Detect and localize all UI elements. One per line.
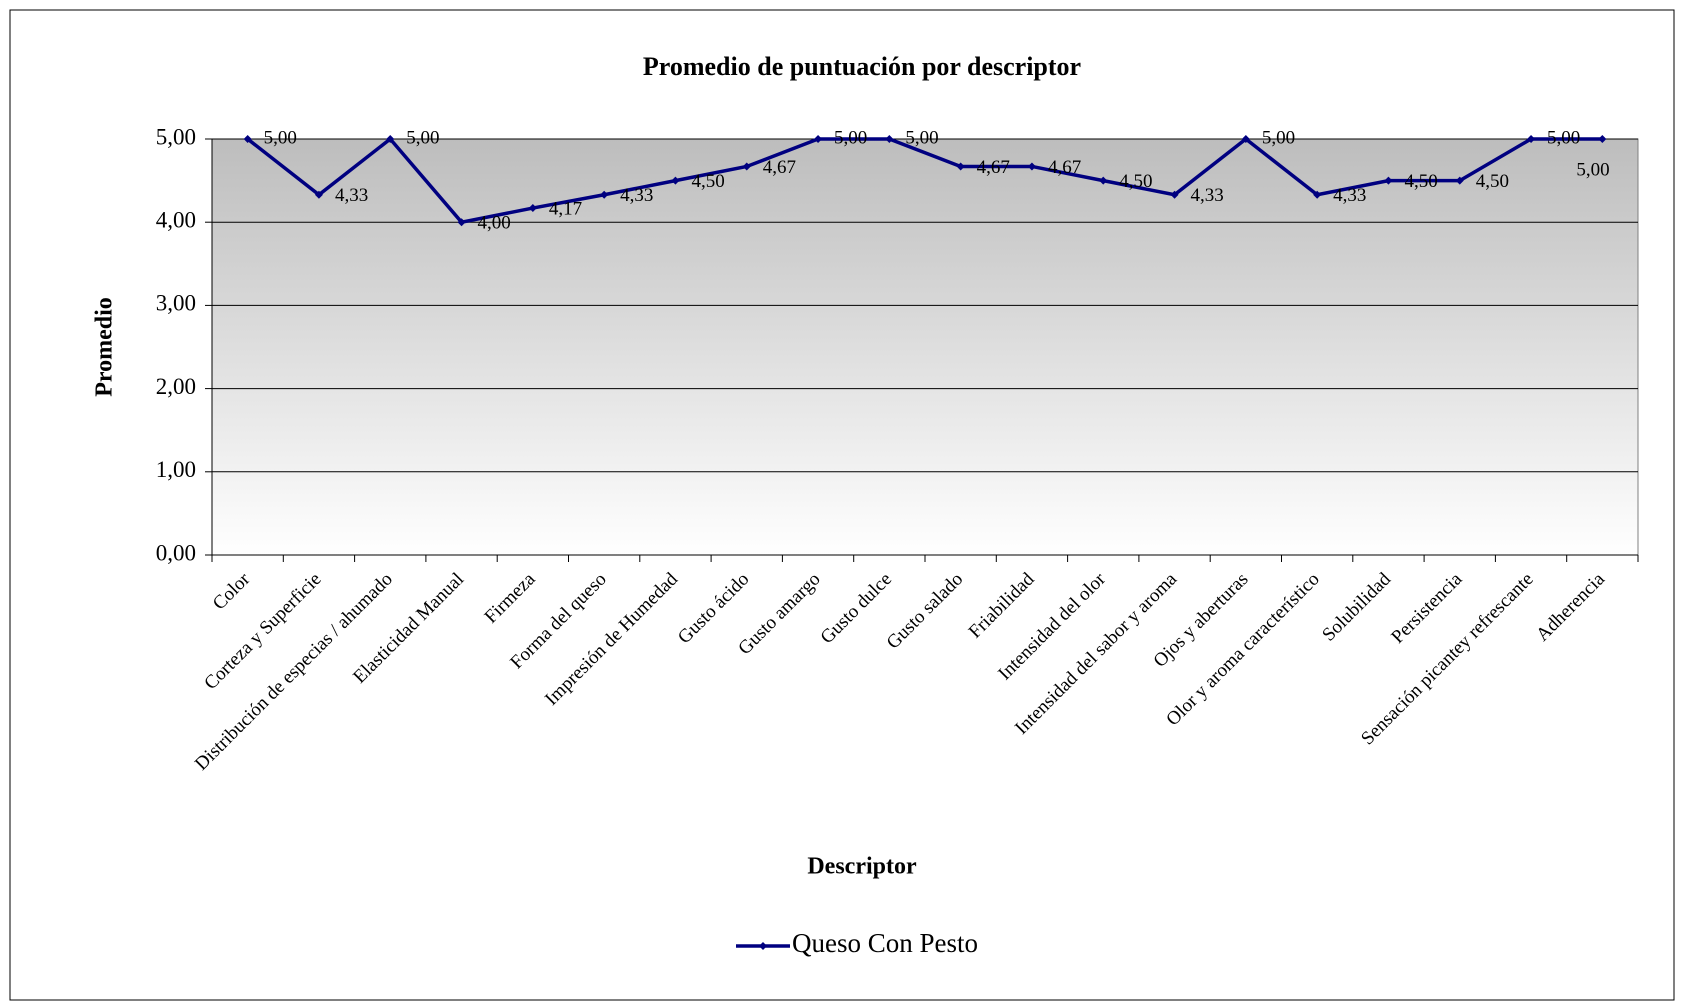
point (386, 135, 395, 143)
point (457, 218, 466, 227)
point (885, 135, 894, 143)
value-label: 4,17 (549, 198, 582, 219)
point (1455, 176, 1464, 185)
point (814, 135, 823, 143)
y-tick-label: 4,00 (156, 207, 196, 232)
value-label: 4,50 (691, 171, 724, 192)
value-label: 4,33 (335, 185, 368, 206)
point (671, 176, 680, 185)
value-label: 5,00 (1576, 159, 1609, 180)
point (314, 190, 323, 199)
value-label: 5,00 (834, 127, 867, 148)
value-label: 4,67 (763, 157, 796, 178)
value-label: 5,00 (1547, 127, 1580, 148)
y-tick-label: 3,00 (156, 291, 196, 316)
y-tick-label: 5,00 (156, 124, 196, 149)
value-label: 5,00 (1262, 127, 1295, 148)
point (742, 162, 751, 171)
y-tick-label: 0,00 (156, 540, 196, 565)
plot-area (211, 138, 1639, 556)
point (1313, 190, 1322, 199)
point (1170, 190, 1179, 199)
point (956, 162, 965, 171)
y-tick-label: 1,00 (156, 457, 196, 482)
value-label: 4,00 (478, 213, 511, 234)
point (1241, 135, 1250, 143)
chart-title: Promedio de puntuación por descriptor (643, 52, 1081, 81)
y-axis-title: Promedio (92, 297, 118, 397)
series-line (246, 136, 1603, 225)
point (600, 190, 609, 199)
point (1527, 135, 1536, 143)
value-label: 4,33 (1333, 185, 1366, 206)
value-label: 4,33 (1191, 185, 1224, 206)
value-label: 4,50 (1119, 171, 1152, 192)
value-label: 4,50 (1476, 171, 1509, 192)
point (243, 135, 252, 143)
point (528, 204, 537, 213)
value-label: 5,00 (905, 127, 938, 148)
y-tick-label: 2,00 (156, 374, 196, 399)
point (1598, 135, 1607, 143)
value-label: 4,33 (620, 185, 653, 206)
value-label: 4,67 (977, 157, 1010, 178)
point (1027, 162, 1036, 171)
x-axis-title: Descriptor (807, 854, 917, 880)
legend-label: Queso Con Pesto (792, 928, 978, 958)
value-label: 5,00 (406, 127, 439, 148)
point (1099, 176, 1108, 185)
value-label: 4,50 (1404, 171, 1437, 192)
point (1384, 176, 1393, 185)
value-label: 5,00 (264, 127, 297, 148)
legend-marker (759, 942, 767, 950)
value-label: 4,67 (1048, 157, 1081, 178)
